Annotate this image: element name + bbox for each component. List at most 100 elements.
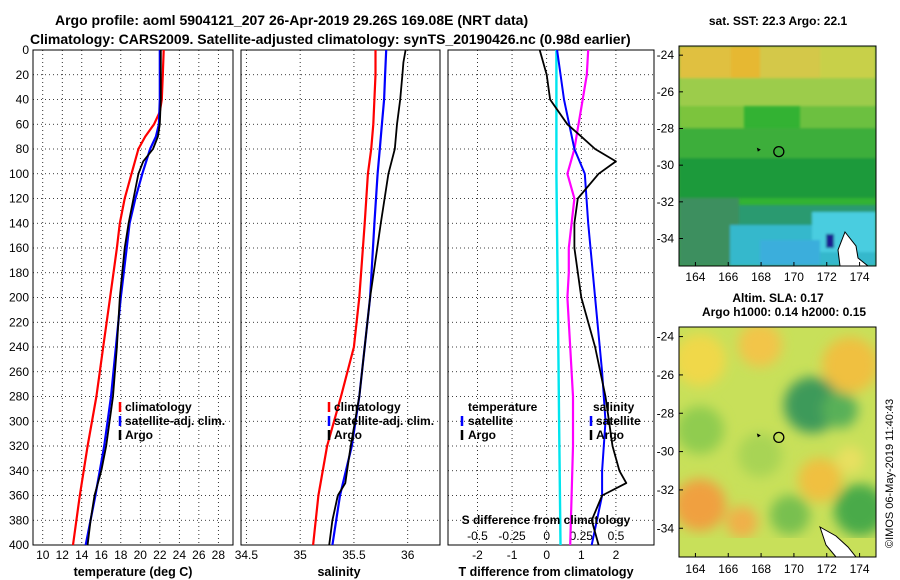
sla-map-title-2: Argo h1000: 0.14 h2000: 0.15 (702, 305, 866, 319)
depth-tick-label: 240 (9, 340, 29, 354)
salinity-axis-label: salinity (317, 565, 360, 579)
grid-layer: 10 12 14 16 18 20 22 24 26 28 34.5 35 35.5 36 -2 -1 0 1 2-… (33, 49, 654, 562)
depth-tick-label: 200 (9, 291, 29, 305)
depth-tick-label: 0 (22, 43, 29, 57)
argo-location-marker (773, 145, 785, 158)
temperature-argo-diff-line (538, 49, 628, 546)
map-x-tick-label: 174 (850, 270, 870, 284)
map-y-tick-label: -28 (657, 406, 675, 420)
s-tick-label: 0.5 (608, 529, 625, 543)
map-y-tick-label: -34 (657, 232, 675, 246)
depth-tick-label: 280 (9, 390, 29, 404)
temperature-legend: climatology satellite-adj. clim. Argo (118, 400, 225, 442)
x-tick-label: 22 (153, 548, 167, 562)
sla-map-title-1: Altim. SLA: 0.17 (732, 291, 824, 305)
x-tick-label: 20 (134, 548, 148, 562)
salinity-satellite-diff-line (555, 50, 562, 546)
legend-label-satellite: satellite-adj. clim. (334, 414, 434, 428)
legend-title-salinity: salinity (593, 400, 635, 414)
salinity-argo-diff-line (566, 49, 590, 546)
map-x-tick-label: 164 (685, 270, 705, 284)
map-point-marker (756, 433, 761, 438)
legend-label-climatology: climatology (334, 400, 401, 414)
legend-label-climatology: climatology (125, 400, 192, 414)
x-tick-label: 10 (36, 548, 50, 562)
x-tick-label: 34.5 (235, 548, 259, 562)
argo-location-marker (773, 431, 785, 444)
depth-tick-label: 40 (16, 93, 30, 107)
salinity-legend: climatology satellite-adj. clim. Argo (327, 400, 434, 442)
sla-map-frame (678, 326, 877, 558)
argo-line (86, 50, 162, 546)
legend-label-argo: Argo (334, 428, 362, 442)
x-tick-label: -1 (507, 548, 518, 562)
x-tick-label: 16 (95, 548, 109, 562)
legend-label-satellite-s: satellite (596, 414, 641, 428)
depth-tick-label: 140 (9, 216, 29, 230)
depth-tick-label: 360 (9, 489, 29, 503)
imos-credit: ©IMOS 06-May-2019 11:40:43 (884, 399, 896, 548)
s-tick-label: -0.5 (467, 529, 488, 543)
x-tick-label: -2 (472, 548, 483, 562)
coastline-shape (837, 231, 869, 266)
map-y-tick-label: -30 (657, 445, 675, 459)
x-tick-label: 2 (613, 548, 620, 562)
x-tick-label: 24 (173, 548, 187, 562)
coastline-shape (819, 525, 857, 557)
satellite-line (331, 49, 388, 546)
map-x-tick-label: 166 (718, 562, 738, 576)
map-y-tick-label: -24 (657, 330, 675, 344)
map-y-tick-label: -32 (657, 483, 675, 497)
depth-tick-label: 260 (9, 365, 29, 379)
map-x-tick-label: 172 (817, 562, 837, 576)
salinity-panel-frame (240, 49, 441, 546)
s-tick-label: 0 (543, 529, 550, 543)
depth-tick-label: 180 (9, 266, 29, 280)
sla-map (679, 327, 876, 557)
depth-tick-label: 320 (9, 439, 29, 453)
x-tick-label: 12 (56, 548, 70, 562)
sst-map-title: sat. SST: 22.3 Argo: 22.1 (709, 14, 848, 28)
sst-map-frame (678, 45, 877, 267)
depth-tick-label: 400 (9, 538, 29, 552)
map-y-tick-label: -28 (657, 122, 675, 136)
temperature-axis-label: temperature (deg C) (74, 565, 193, 579)
map-point-marker (756, 147, 761, 152)
depth-axis: 0 20 40 60 80 100 120 140 160 180 200 220 240 260 280 3… (9, 43, 29, 552)
depth-tick-label: 20 (16, 68, 30, 82)
temperature-satellite-diff-line (556, 49, 607, 546)
map-y-tick-label: -24 (657, 48, 675, 62)
depth-tick-label: 340 (9, 464, 29, 478)
map-x-tick-label: 166 (718, 270, 738, 284)
legend-label-argo: Argo (125, 428, 153, 442)
map-y-tick-label: -32 (657, 195, 675, 209)
climatology-line (312, 50, 377, 546)
depth-tick-label: 300 (9, 414, 29, 428)
map-x-tick-label: 170 (784, 270, 804, 284)
map-y-tick-label: -26 (657, 368, 675, 382)
x-tick-label: 18 (114, 548, 128, 562)
map-x-tick-label: 168 (751, 562, 771, 576)
t-difference-axis-label: T difference from climatology (458, 565, 633, 579)
satellite-line (84, 50, 161, 546)
map-axes: 164 166 168 170 172 174 -24 -26 -28 -30 -32 -34 164 1… (657, 48, 870, 576)
difference-panel-frame (447, 49, 655, 546)
depth-tick-label: 120 (9, 192, 29, 206)
difference-legend: temperature satellite Argo salinity sate… (460, 400, 641, 442)
x-tick-label: 28 (212, 548, 226, 562)
map-x-tick-label: 168 (751, 270, 771, 284)
profile-lines (71, 49, 628, 546)
x-tick-label: 35 (293, 548, 307, 562)
x-tick-label: 36 (401, 548, 415, 562)
map-x-tick-label: 170 (784, 562, 804, 576)
depth-tick-label: 100 (9, 167, 29, 181)
argo-line (328, 49, 407, 546)
x-tick-label: 35.5 (342, 548, 366, 562)
legend-label-satellite-t: satellite (468, 414, 513, 428)
map-x-tick-label: 174 (850, 562, 870, 576)
legend-label-argo-s: Argo (596, 428, 624, 442)
x-tick-label: 0 (543, 548, 550, 562)
map-x-tick-label: 172 (817, 270, 837, 284)
depth-tick-label: 60 (16, 117, 30, 131)
